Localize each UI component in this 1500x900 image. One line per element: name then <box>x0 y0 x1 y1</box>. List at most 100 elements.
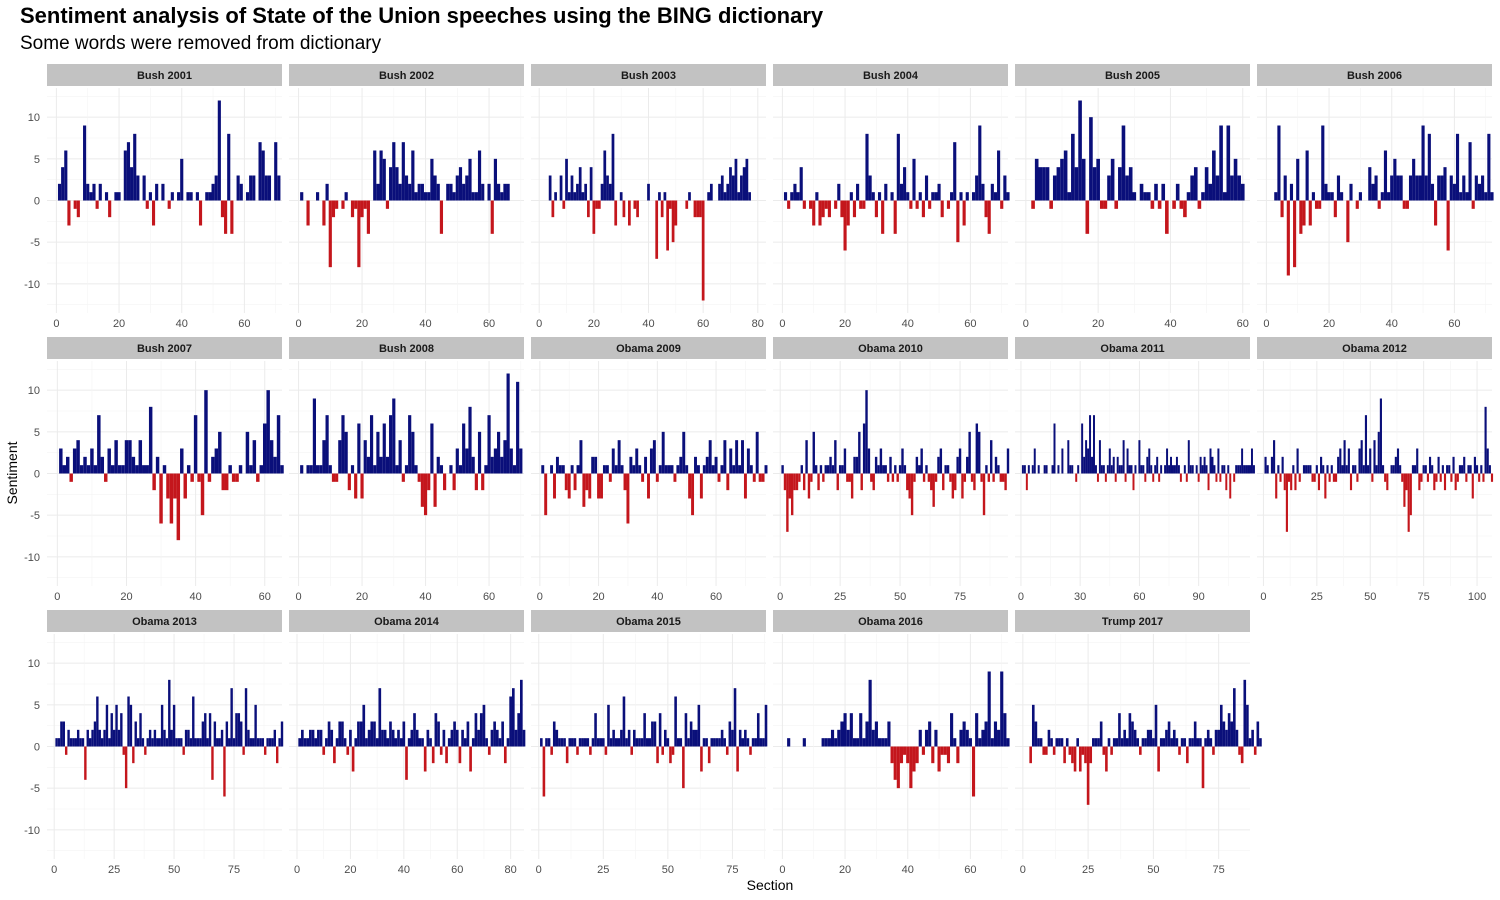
bar <box>327 721 331 747</box>
bar <box>749 465 753 474</box>
x-tick-label: 60 <box>964 864 976 876</box>
bar <box>1371 183 1375 201</box>
bar <box>62 465 67 474</box>
bar <box>124 440 129 474</box>
bar <box>734 158 738 201</box>
bar <box>366 200 370 234</box>
bar <box>1061 448 1064 474</box>
bar <box>497 183 501 201</box>
bar <box>485 738 488 747</box>
bar <box>720 465 724 474</box>
x-tick-label: 60 <box>483 591 495 603</box>
bar <box>447 738 451 747</box>
bar <box>433 175 437 201</box>
facet-title: Bush 2007 <box>137 343 192 355</box>
bar <box>587 200 590 218</box>
bar <box>669 746 672 764</box>
bar <box>1399 175 1403 201</box>
bar <box>1424 465 1427 474</box>
bar <box>258 142 262 201</box>
bar <box>600 473 603 499</box>
bar <box>1154 465 1157 474</box>
bar <box>343 738 347 747</box>
bar <box>829 456 832 474</box>
bar <box>1369 448 1372 474</box>
bar <box>834 738 838 747</box>
bar <box>896 473 899 482</box>
bar <box>920 448 923 474</box>
bar <box>1474 175 1478 201</box>
bar <box>1108 448 1111 474</box>
bar <box>350 465 355 474</box>
bar <box>973 473 976 491</box>
bar <box>802 200 806 209</box>
bar <box>915 200 919 209</box>
bar <box>148 192 152 201</box>
bar <box>474 192 478 201</box>
bar <box>1183 738 1187 747</box>
facet-strip <box>1015 337 1250 359</box>
bar <box>1373 440 1376 474</box>
facet-panel: Bush 2008 0 20 40 60 <box>289 337 524 603</box>
bar <box>834 440 837 474</box>
x-tick-label: 50 <box>168 864 180 876</box>
bar <box>190 473 194 482</box>
bar <box>1253 746 1257 755</box>
bar <box>1134 465 1137 474</box>
bar <box>404 465 409 474</box>
bar <box>66 456 70 474</box>
bar <box>1209 448 1212 474</box>
bar <box>91 729 94 747</box>
bar <box>503 746 507 764</box>
bar <box>1000 671 1004 747</box>
bar <box>514 729 518 747</box>
bar <box>1144 738 1147 747</box>
bar <box>1339 448 1342 474</box>
bar <box>855 456 859 474</box>
bar <box>837 183 841 201</box>
bar <box>228 738 231 747</box>
bar <box>588 473 592 499</box>
bar <box>560 738 564 747</box>
bar <box>700 746 703 772</box>
bar <box>1233 473 1236 482</box>
bar <box>874 721 878 747</box>
bar <box>198 200 203 226</box>
bar <box>830 729 835 747</box>
bar <box>410 729 414 747</box>
bar <box>167 200 171 209</box>
bar <box>83 125 87 201</box>
bar <box>415 729 419 747</box>
bar <box>437 721 440 747</box>
bar <box>130 167 134 201</box>
bar <box>189 738 193 747</box>
bar <box>859 713 863 747</box>
bar <box>453 721 456 747</box>
facet-panel: Obama 2016 0 20 40 60 <box>773 610 1010 876</box>
bar <box>479 713 483 747</box>
bar <box>309 465 313 474</box>
bar <box>843 713 847 747</box>
bar <box>635 738 639 747</box>
bar <box>1112 738 1116 747</box>
bar <box>877 465 880 474</box>
bar <box>1093 415 1095 474</box>
x-tick-label: 60 <box>697 318 709 330</box>
bar <box>1239 465 1242 474</box>
bar <box>602 738 605 747</box>
bar <box>884 183 888 201</box>
bar <box>1318 200 1322 209</box>
x-tick-label: 0 <box>777 591 783 603</box>
bar <box>1089 415 1092 474</box>
facet-strip <box>1015 610 1250 632</box>
bar <box>1031 465 1034 474</box>
bar <box>86 183 90 201</box>
bar <box>867 448 871 474</box>
bar <box>1217 448 1220 474</box>
bar <box>1347 448 1350 474</box>
bar <box>1340 192 1344 201</box>
x-tick-label: 20 <box>356 318 368 330</box>
bar <box>256 473 260 482</box>
bar <box>1105 746 1108 772</box>
bar <box>223 746 226 797</box>
